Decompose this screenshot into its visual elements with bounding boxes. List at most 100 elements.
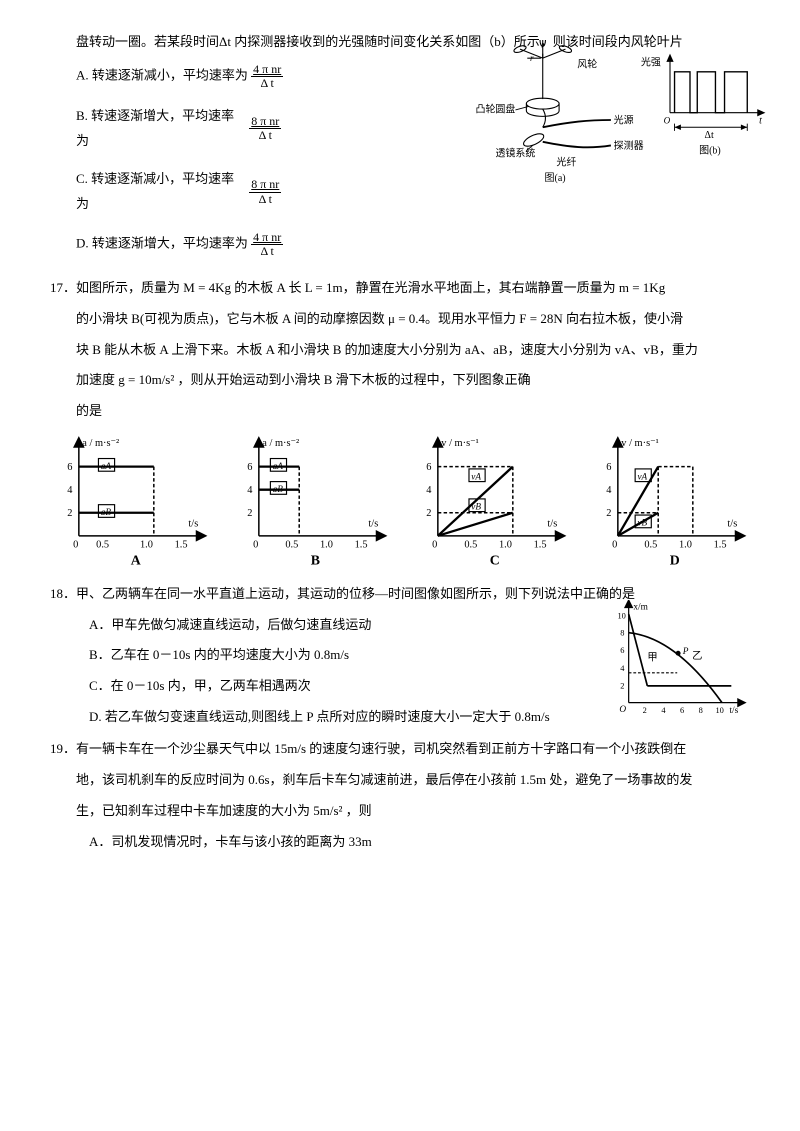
q19-l3: 生，已知刹车过程中卡车加速度的大小为 5m/s² ，则 xyxy=(50,799,750,824)
label-O: O xyxy=(664,116,671,126)
svg-text:aB: aB xyxy=(272,484,283,494)
svg-text:aA: aA xyxy=(101,461,112,471)
svg-text:4: 4 xyxy=(661,706,666,715)
svg-text:0: 0 xyxy=(432,539,437,550)
svg-text:0: 0 xyxy=(73,539,78,550)
svg-text:4: 4 xyxy=(620,664,625,673)
q16-optA-text: A. 转速逐渐减小，平均速率为 xyxy=(76,67,248,82)
svg-text:甲: 甲 xyxy=(647,653,657,664)
svg-text:t/s: t/s xyxy=(368,518,378,529)
q18-D: D. 若乙车做匀变速直线运动,则图线上 P 点所对应的瞬时速度大小一定大于 0.… xyxy=(50,705,649,730)
label-t: t xyxy=(759,116,762,127)
svg-text:aB: aB xyxy=(101,507,112,517)
q16-optD-text: D. 转速逐渐增大，平均速率为 xyxy=(76,235,248,250)
svg-text:O: O xyxy=(619,705,626,715)
svg-text:2: 2 xyxy=(426,508,431,519)
q19: 19．有一辆卡车在一个沙尘暴天气中以 15m/s 的速度匀速行驶，司机突然看到正… xyxy=(50,737,750,854)
fracD: 4 π nrΔ t xyxy=(251,231,283,258)
svg-text:0.5: 0.5 xyxy=(96,539,109,550)
svg-text:vA: vA xyxy=(637,471,647,481)
svg-text:t/s: t/s xyxy=(729,706,738,716)
svg-text:2: 2 xyxy=(643,706,647,715)
svg-text:1.5: 1.5 xyxy=(354,539,367,550)
svg-text:4: 4 xyxy=(606,485,612,496)
svg-text:t/s: t/s xyxy=(547,518,557,529)
q18-svg: x/m 10 8 6 4 2 甲 乙 P O 2 4 6 8 10 t/s xyxy=(610,600,750,721)
q17-l4: 加速度 g = 10m/s² ，则从开始运动到小滑块 B 滑下木板的过程中，下列… xyxy=(50,368,750,393)
label-gx: 光纤 xyxy=(556,155,576,168)
svg-text:aA: aA xyxy=(272,461,283,471)
q19-l2: 地，该司机刹车的反应时间为 0.6s，刹车后卡车匀减速前进，最后停在小孩前 1.… xyxy=(50,768,750,793)
q16-optC-text: C. 转速逐渐减小，平均速率为 xyxy=(76,167,246,216)
svg-text:1.0: 1.0 xyxy=(140,539,153,550)
svg-text:1.0: 1.0 xyxy=(319,539,332,550)
svg-text:C: C xyxy=(490,552,500,567)
svg-text:1.5: 1.5 xyxy=(175,539,188,550)
label-figa: 图(a) xyxy=(545,172,566,184)
svg-text:0.5: 0.5 xyxy=(285,539,298,550)
svg-text:x/m: x/m xyxy=(633,602,648,612)
q18-figure: x/m 10 8 6 4 2 甲 乙 P O 2 4 6 8 10 t/s xyxy=(610,600,750,730)
q16: 盘转动一圈。若某段时间Δt 内探测器接收到的光强随时间变化关系如图（b）所示，则… xyxy=(50,30,750,258)
svg-text:6: 6 xyxy=(426,462,431,473)
q19-A: A．司机发现情况时，卡车与该小孩的距离为 33m xyxy=(50,830,750,855)
svg-text:A: A xyxy=(131,552,141,567)
label-gy: 光源 xyxy=(614,114,634,127)
svg-text:t/s: t/s xyxy=(188,518,198,529)
fracC: 8 π nrΔ t xyxy=(249,178,281,205)
svg-text:P: P xyxy=(682,647,689,657)
svg-text:乙: 乙 xyxy=(692,650,702,662)
label-r: r xyxy=(530,53,534,63)
label-dt: Δt xyxy=(705,130,714,141)
label-gq: 光强 xyxy=(641,55,661,68)
svg-text:0: 0 xyxy=(612,539,617,550)
svg-text:D: D xyxy=(669,552,679,567)
svg-text:8: 8 xyxy=(620,629,624,638)
label-tulun: 凸轮圆盘 xyxy=(475,103,515,116)
svg-text:4: 4 xyxy=(67,485,73,496)
label-tcq: 探测器 xyxy=(614,139,644,152)
svg-text:6: 6 xyxy=(620,646,624,655)
q17-graphs: a / m·s⁻² 6 4 2 aA aB 0 0.5 1.0 1.5 t/s … xyxy=(50,432,750,570)
graph-D: v / m·s⁻¹ 6 4 2 vA vB 0 0.5 1.0 1.5 t/s … xyxy=(589,432,751,570)
q18: x/m 10 8 6 4 2 甲 乙 P O 2 4 6 8 10 t/s 18… xyxy=(50,582,750,729)
svg-text:2: 2 xyxy=(247,508,252,519)
q16-optD: D. 转速逐渐增大，平均速率为 4 π nrΔ t xyxy=(76,231,750,258)
q17-l1: 17．如图所示，质量为 M = 4Kg 的木板 A 长 L = 1m，静置在光滑… xyxy=(50,276,750,301)
svg-text:6: 6 xyxy=(606,462,611,473)
svg-text:8: 8 xyxy=(699,706,703,715)
svg-text:2: 2 xyxy=(67,508,72,519)
svg-text:2: 2 xyxy=(620,682,624,691)
fracB: 8 π nrΔ t xyxy=(249,115,281,142)
svg-text:6: 6 xyxy=(247,462,252,473)
q16-svg: r 风轮 凸轮圆盘 光源 探测器 透镜系统 光纤 图(a) 光强 O t xyxy=(470,40,770,204)
graph-C: v / m·s⁻¹ 6 4 2 vA vB 0 0.5 1.0 1.5 t/s … xyxy=(409,432,571,570)
svg-text:a / m·s⁻²: a / m·s⁻² xyxy=(82,437,119,448)
svg-text:4: 4 xyxy=(247,485,253,496)
svg-text:0.5: 0.5 xyxy=(464,539,477,550)
svg-text:v / m·s⁻¹: v / m·s⁻¹ xyxy=(621,437,658,448)
svg-text:10: 10 xyxy=(617,612,625,621)
svg-text:4: 4 xyxy=(426,485,432,496)
q17: 17．如图所示，质量为 M = 4Kg 的木板 A 长 L = 1m，静置在光滑… xyxy=(50,276,750,570)
label-figb: 图(b) xyxy=(699,145,721,157)
svg-text:vA: vA xyxy=(471,471,481,481)
svg-text:0.5: 0.5 xyxy=(644,539,657,550)
svg-text:a / m·s⁻²: a / m·s⁻² xyxy=(262,437,299,448)
svg-text:t/s: t/s xyxy=(727,518,737,529)
graph-A: a / m·s⁻² 6 4 2 aA aB 0 0.5 1.0 1.5 t/s … xyxy=(50,432,212,570)
graph-B: a / m·s⁻² 6 4 2 aA aB 0 0.5 1.0 1.5 t/s … xyxy=(230,432,392,570)
svg-text:vB: vB xyxy=(637,517,647,527)
svg-text:v / m·s⁻¹: v / m·s⁻¹ xyxy=(441,437,478,448)
fracA: 4 π nrΔ t xyxy=(251,63,283,90)
q16-figure: r 风轮 凸轮圆盘 光源 探测器 透镜系统 光纤 图(a) 光强 O t xyxy=(470,40,770,212)
q16-optB-text: B. 转速逐渐增大，平均速率为 xyxy=(76,104,246,153)
svg-text:0: 0 xyxy=(253,539,258,550)
svg-text:2: 2 xyxy=(606,508,611,519)
svg-text:10: 10 xyxy=(715,706,723,715)
svg-text:B: B xyxy=(310,552,319,567)
svg-text:1.5: 1.5 xyxy=(534,539,547,550)
label-fenglun: 风轮 xyxy=(577,57,597,70)
svg-text:6: 6 xyxy=(67,462,72,473)
q17-l3: 块 B 能从木板 A 上滑下来。木板 A 和小滑块 B 的加速度大小分别为 aA… xyxy=(50,338,750,363)
